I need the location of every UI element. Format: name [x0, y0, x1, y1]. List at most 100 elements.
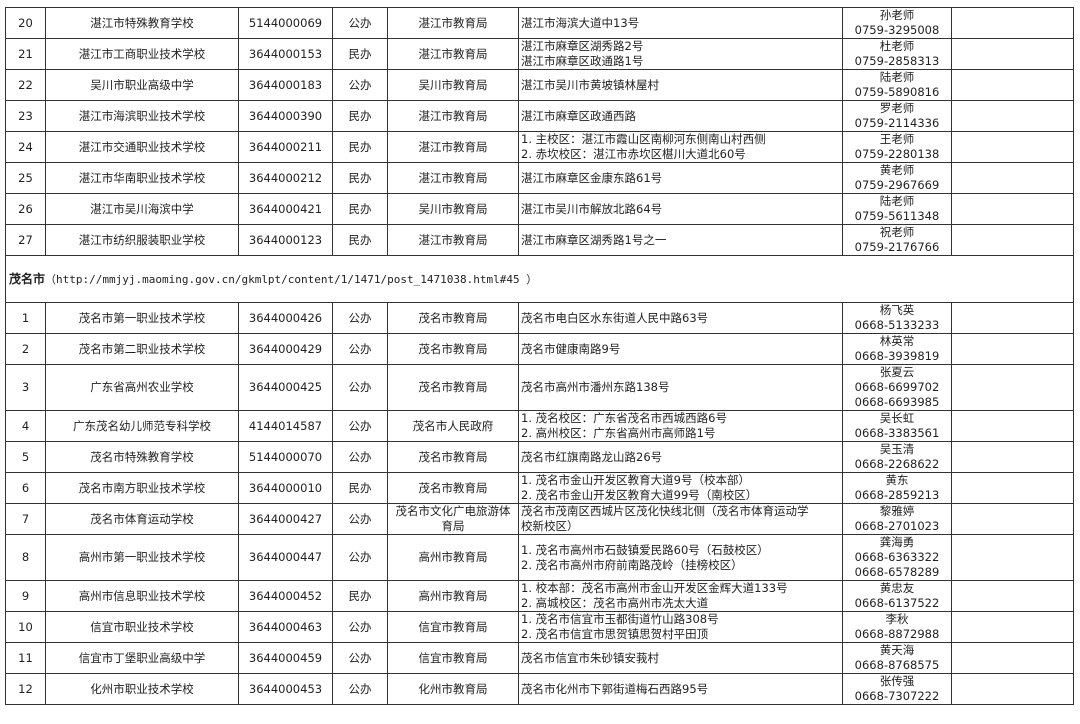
contact-line: 黄天海 [879, 643, 915, 658]
contact: 黄老师 0759-2967669 [842, 162, 952, 194]
school-code: 3644000211 [238, 131, 333, 163]
contact: 陆老师 0759-5611348 [842, 193, 952, 225]
school-code: 3644000390 [238, 100, 333, 132]
contact: 黄东 0668-2859213 [842, 472, 952, 504]
table-row: 27 湛江市纺织服装职业学校 3644000123 民办 湛江市教育局 湛江市麻章区湖秀路… [5, 224, 1074, 256]
table-row: 25 湛江市华南职业技术学校 3644000212 民办 湛江市教育局 湛江市麻章区金康东… [5, 162, 1074, 194]
contact-line: 0759-2967669 [854, 178, 940, 192]
address: 茂名市化州市下郭街道梅石西路95号 [518, 673, 843, 705]
school-name: 茂名市体育运动学校 [45, 503, 239, 535]
address-line: 1. 茂名校区：广东省茂名市西城西路6号 [521, 411, 727, 426]
department: 湛江市教育局 [387, 131, 519, 163]
school-type: 公办 [332, 69, 388, 101]
address-line: 茂名市电白区水东街道人民中路63号 [521, 310, 709, 325]
contact: 黎雅婷 0668-2701023 [842, 503, 952, 535]
address-line: 2. 茂名市信宜市思贺镇思贺村平田顶 [521, 627, 709, 641]
school-type: 公办 [332, 302, 388, 334]
contact-line: 0668-3383561 [854, 426, 940, 440]
address: 茂名市电白区水东街道人民中路63号 [518, 302, 843, 334]
contact: 龚海勇 0668-6363322 0668-6578289 [842, 534, 952, 581]
remarks [951, 534, 1074, 581]
contact-line: 0759-2176766 [854, 240, 940, 254]
school-code: 3644000010 [238, 472, 333, 504]
contact-line: 杨飞英 [879, 303, 915, 318]
row-number: 23 [5, 100, 46, 132]
table-row: 12 化州市职业技术学校 3644000453 公办 化州市教育局 茂名市化州市下郭街道梅… [5, 673, 1074, 705]
contact: 陆老师 0759-5890816 [842, 69, 952, 101]
address: 1. 茂名市信宜市玉都街道竹山路308号 2. 茂名市信宜市思贺镇思贺村平田顶 [518, 611, 843, 643]
school-type: 公办 [332, 333, 388, 365]
contact: 罗老师 0759-2114336 [842, 100, 952, 132]
address: 湛江市麻章区政通西路 [518, 100, 843, 132]
address-line: 湛江市麻章区政通路1号 [521, 54, 644, 68]
row-number: 27 [5, 224, 46, 256]
school-name: 吴川市职业高级中学 [45, 69, 239, 101]
school-type: 公办 [332, 364, 388, 411]
address-line: 茂名市茂南区西城片区茂化快线北侧（茂名市体育运动学 [521, 504, 809, 519]
address: 湛江市麻章区金康东路61号 [518, 162, 843, 194]
address: 1. 茂名市金山开发区教育大道9号（校本部） 2. 茂名市金山开发区教育大道99号… [518, 472, 843, 504]
school-code: 3644000452 [238, 580, 333, 612]
school-name: 广东省高州农业学校 [45, 364, 239, 411]
school-type: 民办 [332, 131, 388, 163]
contact-line: 0668-6699702 [854, 380, 940, 394]
table-row: 23 湛江市海滨职业技术学校 3644000390 民办 湛江市教育局 湛江市麻章区政通西… [5, 100, 1074, 132]
remarks [951, 162, 1074, 194]
contact-line: 黄东 [885, 473, 909, 488]
school-name: 茂名市特殊教育学校 [45, 441, 239, 473]
school-type: 公办 [332, 7, 388, 39]
school-type: 民办 [332, 193, 388, 225]
contact-line: 0668-6693985 [854, 395, 940, 409]
school-type: 民办 [332, 580, 388, 612]
address-line: 2. 茂名市金山开发区教育大道99号（南校区） [521, 488, 758, 502]
contact-line: 王老师 [879, 132, 915, 147]
contact-line: 杜老师 [879, 39, 915, 54]
contact-line: 黎雅婷 [879, 504, 915, 519]
address-line: 湛江市吴川市黄坡镇林屋村 [521, 77, 659, 92]
address-line: 湛江市麻章区政通西路 [521, 108, 636, 123]
school-type: 民办 [332, 100, 388, 132]
row-number: 8 [5, 534, 46, 581]
remarks [951, 302, 1074, 334]
department: 湛江市教育局 [387, 162, 519, 194]
school-name: 化州市职业技术学校 [45, 673, 239, 705]
contact-line: 孙老师 [879, 8, 915, 23]
school-name: 湛江市交通职业技术学校 [45, 131, 239, 163]
remarks [951, 472, 1074, 504]
address-line: 茂名市高州市潘州东路138号 [521, 380, 670, 394]
address: 湛江市麻章区湖秀路2号 湛江市麻章区政通路1号 [518, 38, 843, 70]
remarks [951, 642, 1074, 674]
row-number: 10 [5, 611, 46, 643]
address: 茂名市信宜市朱砂镇安莪村 [518, 642, 843, 674]
table-row: 2 茂名市第二职业技术学校 3644000429 公办 茂名市教育局 茂名市健康南路9号 林… [5, 333, 1074, 365]
school-name: 信宜市丁堡职业高级中学 [45, 642, 239, 674]
contact: 黄天海 0668-8768575 [842, 642, 952, 674]
contact: 张传强 0668-7307222 [842, 673, 952, 705]
table-row: 8 高州市第一职业技术学校 3644000447 公办 高州市教育局 1. 茂名市高州市石… [5, 534, 1074, 581]
remarks [951, 193, 1074, 225]
contact-line: 林英常 [879, 334, 915, 349]
contact-line: 黄忠友 [879, 581, 915, 596]
section-url: （http://mmjyj.maoming.gov.cn/gkmlpt/cont… [45, 272, 538, 286]
address-line: 2. 茂名市高州市府前南路茂岭（挂榜校区） [521, 557, 743, 572]
contact-line: 0668-2701023 [854, 519, 940, 533]
address: 1. 主校区：湛江市霞山区南柳河东侧南山村西侧 2. 赤坎校区：湛江市赤坎区椹川大… [518, 131, 843, 163]
school-name: 高州市第一职业技术学校 [45, 534, 239, 581]
school-code: 3644000429 [238, 333, 333, 365]
table-row: 20 湛江市特殊教育学校 5144000069 公办 湛江市教育局 湛江市海滨大道中13号… [5, 7, 1074, 39]
contact-line: 0668-6363322 [854, 550, 940, 564]
row-number: 24 [5, 131, 46, 163]
address-line: 2. 赤坎校区：湛江市赤坎区椹川大道北60号 [521, 147, 746, 161]
department: 湛江市教育局 [387, 7, 519, 39]
row-number: 21 [5, 38, 46, 70]
school-type: 公办 [332, 410, 388, 442]
row-number: 11 [5, 642, 46, 674]
contact: 李秋 0668-8872988 [842, 611, 952, 643]
remarks [951, 580, 1074, 612]
contact-line: 李秋 [885, 612, 909, 627]
school-name: 高州市信息职业技术学校 [45, 580, 239, 612]
address-line: 湛江市麻章区湖秀路2号 [521, 39, 644, 54]
address: 1. 校本部：茂名市高州市金山开发区金辉大道133号 2. 高城校区：茂名市高州市… [518, 580, 843, 612]
table-row: 11 信宜市丁堡职业高级中学 3644000459 公办 信宜市教育局 茂名市信宜市朱砂镇… [5, 642, 1074, 674]
address: 湛江市麻章区湖秀路1号之一 [518, 224, 843, 256]
